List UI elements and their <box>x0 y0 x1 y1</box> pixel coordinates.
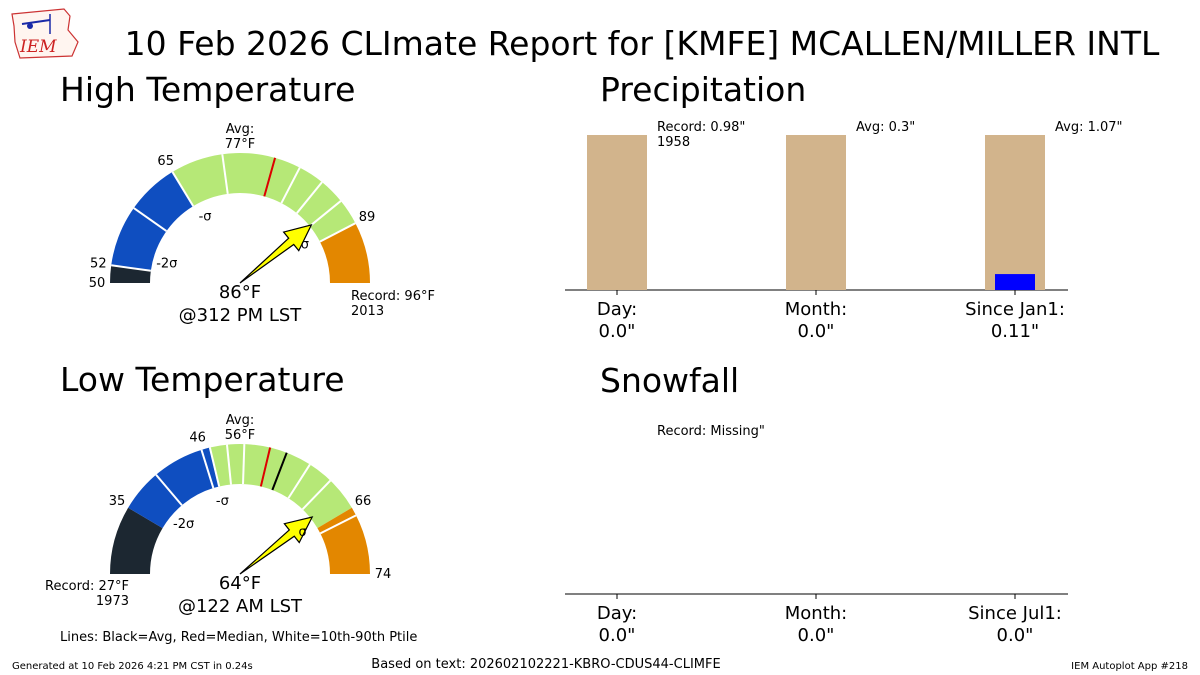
bar-annotation: Record: 0.98" 1958 <box>657 120 745 150</box>
bar-chart-title: Precipitation <box>600 70 806 109</box>
category-label: Since Jul1: 0.0" <box>968 603 1062 646</box>
tick-label: 35 <box>109 494 126 509</box>
logo-bar-icon <box>21 19 51 25</box>
gauge-band <box>201 447 220 489</box>
percentile-line <box>155 474 183 506</box>
bar-annotation: Avg: 1.07" <box>1055 120 1123 135</box>
category-label: Day: 0.0" <box>597 603 637 646</box>
sigma-label: σ <box>301 238 309 253</box>
gauge-value: 64°F <box>219 573 261 594</box>
observed-bar <box>995 274 1035 290</box>
bar-chart-title: Snowfall <box>600 361 739 400</box>
app-footer: IEM Autoplot App #218 <box>1071 661 1188 672</box>
percentile-line <box>280 167 301 204</box>
sigma-label: -σ <box>216 494 229 509</box>
bar-annotation: Avg: 0.3" <box>856 120 915 135</box>
percentile-line <box>242 444 246 485</box>
avg-label: Avg: 56°F <box>225 413 256 443</box>
tick-label: 46 <box>189 430 206 445</box>
gauge-band <box>110 507 163 574</box>
percentile-line <box>296 181 323 214</box>
generated-footer: Generated at 10 Feb 2026 4:21 PM CST in … <box>12 661 253 672</box>
gauge-value: 86°F <box>219 282 261 303</box>
avg-label: Avg: 77°F <box>225 122 256 152</box>
percentile-line <box>208 447 221 487</box>
category-label: Since Jan1: 0.11" <box>965 299 1065 342</box>
sigma-label: -2σ <box>173 517 194 532</box>
category-label: Day: 0.0" <box>597 299 637 342</box>
lines-legend: Lines: Black=Avg, Red=Median, White=10th… <box>60 630 417 645</box>
percentile-line <box>319 514 357 535</box>
avg-line <box>271 452 288 491</box>
high-temperature-gauge: High Temperature 86°F@312 PM LST Avg: 77°F 5… <box>60 70 435 326</box>
low-temperature-gauge: Low Temperature 64°F@122 AM LST Avg: 56°F 35… <box>45 360 391 617</box>
iem-logo: IEM <box>11 8 79 59</box>
median-line <box>259 447 272 487</box>
percentile-line <box>309 200 342 227</box>
logo-text: IEM <box>19 37 57 57</box>
gauge-band <box>209 444 352 529</box>
category-label: Month: 0.0" <box>785 299 847 342</box>
tick-label: 50 <box>89 276 106 291</box>
snowfall-chart: Snowfall Day: 0.0" Month: 0.0" Since Jul1: 0.0… <box>565 361 1068 646</box>
percentile-line <box>133 207 168 232</box>
tick-label: 89 <box>359 210 376 225</box>
gauge-time: @312 PM LST <box>179 305 303 326</box>
percentile-line <box>301 479 332 511</box>
sigma-label: -σ <box>199 210 212 225</box>
percentile-line <box>319 222 356 243</box>
iowa-outline-icon <box>11 8 79 59</box>
gauge-time: @122 AM LST <box>178 596 303 617</box>
gauge-title: Low Temperature <box>60 360 345 399</box>
sigma-label: -2σ <box>156 256 177 271</box>
based-on-footer: Based on text: 202602102221-KBRO-CDUS44-… <box>371 657 720 672</box>
avg-bar <box>985 135 1045 290</box>
avg-bar <box>786 135 846 290</box>
tick-label: 66 <box>355 494 372 509</box>
record-label: Record: 27°F 1973 <box>45 579 129 609</box>
avg-bar <box>587 135 647 290</box>
category-label: Month: 0.0" <box>785 603 847 646</box>
precipitation-chart: Precipitation Day: 0.0" Month: 0.0" Since Jan… <box>565 70 1123 342</box>
tick-label: 65 <box>157 154 174 169</box>
percentile-line <box>171 171 195 207</box>
logo-station-icon <box>27 23 33 29</box>
needle-arrow <box>239 224 313 284</box>
report-title: 10 Feb 2026 CLImate Report for [KMFE] MC… <box>125 24 1160 63</box>
needle-arrow <box>239 516 314 575</box>
gauge-title: High Temperature <box>60 70 355 109</box>
median-line <box>263 157 277 197</box>
gauge-band <box>319 223 370 283</box>
tick-label: 52 <box>90 257 107 272</box>
percentile-line <box>111 264 151 272</box>
percentile-line <box>221 154 229 194</box>
gauge-band <box>172 153 356 242</box>
bar-annotation: Record: Missing" <box>657 424 765 439</box>
record-label: Record: 96°F 2013 <box>351 289 435 319</box>
tick-label: 74 <box>375 567 392 582</box>
sigma-label: σ <box>299 525 307 540</box>
gauge-band <box>128 449 214 529</box>
percentile-line <box>287 463 311 499</box>
percentile-line <box>200 449 215 489</box>
gauge-band <box>317 507 370 574</box>
percentile-line <box>225 444 232 485</box>
